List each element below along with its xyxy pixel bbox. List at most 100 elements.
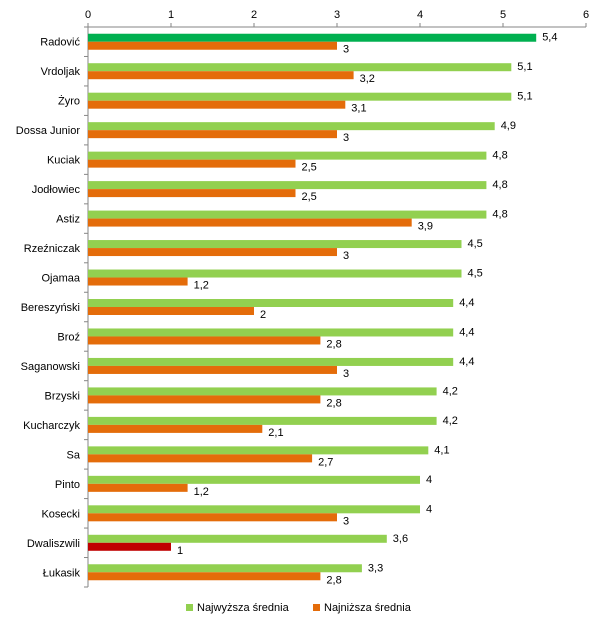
bar-najnizsza <box>88 513 337 522</box>
data-label: 5,1 <box>517 91 532 103</box>
x-tick-label: 2 <box>251 9 257 21</box>
data-label: 4,4 <box>459 356 474 368</box>
x-tick-label: 6 <box>583 9 589 21</box>
category-label: Łukasik <box>43 567 81 579</box>
bar-najnizsza <box>88 307 254 315</box>
data-label: 3 <box>343 368 349 380</box>
bar-najwyzsza <box>88 92 512 101</box>
category-label: Pinto <box>55 479 80 491</box>
bar-najwyzsza <box>88 122 495 131</box>
data-label: 4 <box>426 503 432 515</box>
x-axis: 0 1 2 3 4 5 6 <box>84 9 589 588</box>
x-tick-label: 3 <box>334 9 340 21</box>
data-label: 2,1 <box>268 427 283 439</box>
bar-najwyzsza <box>88 299 454 307</box>
bar-najnizsza <box>88 41 337 50</box>
bar-najnizsza <box>88 454 313 463</box>
category-label: Kucharczyk <box>23 420 80 432</box>
category-label: Rzeźniczak <box>24 243 81 255</box>
category-label: Vrdoljak <box>41 66 81 78</box>
data-label: 4,4 <box>459 297 474 309</box>
category-label: Bereszyński <box>21 302 80 314</box>
bar-najnizsza <box>88 277 188 286</box>
data-label: 2,5 <box>302 162 317 174</box>
data-label: 3,6 <box>393 533 408 545</box>
data-label: 4,5 <box>468 238 483 250</box>
x-tick-label: 4 <box>417 9 423 21</box>
bar-najwyzsza <box>88 240 462 249</box>
data-label: 4,2 <box>443 385 458 397</box>
data-label: 2,5 <box>302 191 317 203</box>
legend: Najwyższa średnia Najniższa średnia <box>186 602 412 614</box>
bar-najwyzsza <box>88 181 487 190</box>
bar-najwyzsza <box>88 357 454 366</box>
bar-najwyzsza <box>88 564 362 573</box>
bar-najnizsza <box>88 483 188 492</box>
bar-najwyzsza <box>88 446 429 455</box>
bar-najnizsza <box>88 218 412 227</box>
data-label: 2,7 <box>318 456 333 468</box>
bar-najnizsza <box>88 542 171 551</box>
bar-najnizsza <box>88 100 346 109</box>
bar-najwyzsza <box>88 475 420 484</box>
data-label: 4,4 <box>459 326 474 338</box>
data-label: 2 <box>260 309 266 321</box>
bar-najwyzsza <box>88 534 387 543</box>
bar-najnizsza <box>88 365 337 374</box>
bar-najwyzsza <box>88 416 437 425</box>
bar-najwyzsza <box>88 505 420 514</box>
category-label: Brzyski <box>45 390 80 402</box>
category-labels: Radović Vrdoljak Żyro Dossa Junior Kuciak Jod… <box>16 37 81 580</box>
data-label: 5,1 <box>517 61 532 73</box>
category-label: Sa <box>67 449 81 461</box>
legend-label-najnizsza: Najniższa średnia <box>324 602 412 614</box>
data-label: 3,9 <box>418 221 433 233</box>
category-label: Dwaliszwili <box>27 538 80 550</box>
data-label: 1 <box>177 545 183 557</box>
bar-najnizsza <box>88 130 337 139</box>
data-label: 2,8 <box>326 338 341 350</box>
bar-najnizsza <box>88 248 337 257</box>
bar-najnizsza <box>88 424 263 433</box>
legend-label-najwyzsza: Najwyższa średnia <box>197 602 290 614</box>
bars <box>88 33 537 581</box>
category-label: Jodłowiec <box>32 184 81 196</box>
data-label: 5,4 <box>542 32 557 44</box>
category-label: Kosecki <box>41 508 80 520</box>
data-label: 4,8 <box>492 179 507 191</box>
data-label: 1,2 <box>194 280 209 292</box>
bar-najwyzsza <box>88 33 537 42</box>
data-label: 4,2 <box>443 415 458 427</box>
data-label: 3 <box>343 44 349 56</box>
data-label: 4 <box>426 474 432 486</box>
bar-najnizsza <box>88 572 321 581</box>
category-label: Saganowski <box>21 361 80 373</box>
bar-najnizsza <box>88 159 296 168</box>
legend-swatch-najwyzsza <box>186 604 193 611</box>
data-label: 4,5 <box>468 268 483 280</box>
data-label: 2,8 <box>326 574 341 586</box>
data-label: 3 <box>343 132 349 144</box>
bar-najwyzsza <box>88 151 487 160</box>
x-tick-label: 1 <box>168 9 174 21</box>
category-label: Kuciak <box>47 155 81 167</box>
bar-najwyzsza <box>88 210 487 219</box>
data-label: 3,2 <box>360 73 375 85</box>
category-label: Astiz <box>56 214 80 226</box>
data-label: 4,1 <box>434 444 449 456</box>
data-label: 3 <box>343 515 349 527</box>
x-tick-label: 0 <box>85 9 91 21</box>
category-label: Dossa Junior <box>16 125 81 137</box>
data-label: 4,8 <box>492 150 507 162</box>
category-label: Ojamaa <box>41 273 80 285</box>
bar-najnizsza <box>88 395 321 404</box>
data-label: 3,1 <box>351 103 366 115</box>
data-label: 4,8 <box>492 209 507 221</box>
legend-swatch-najnizsza <box>313 604 320 611</box>
bar-najwyzsza <box>88 387 437 396</box>
bar-najwyzsza <box>88 269 462 278</box>
category-label: Broź <box>57 331 80 343</box>
category-label: Żyro <box>58 95 80 108</box>
bar-najnizsza <box>88 71 354 80</box>
